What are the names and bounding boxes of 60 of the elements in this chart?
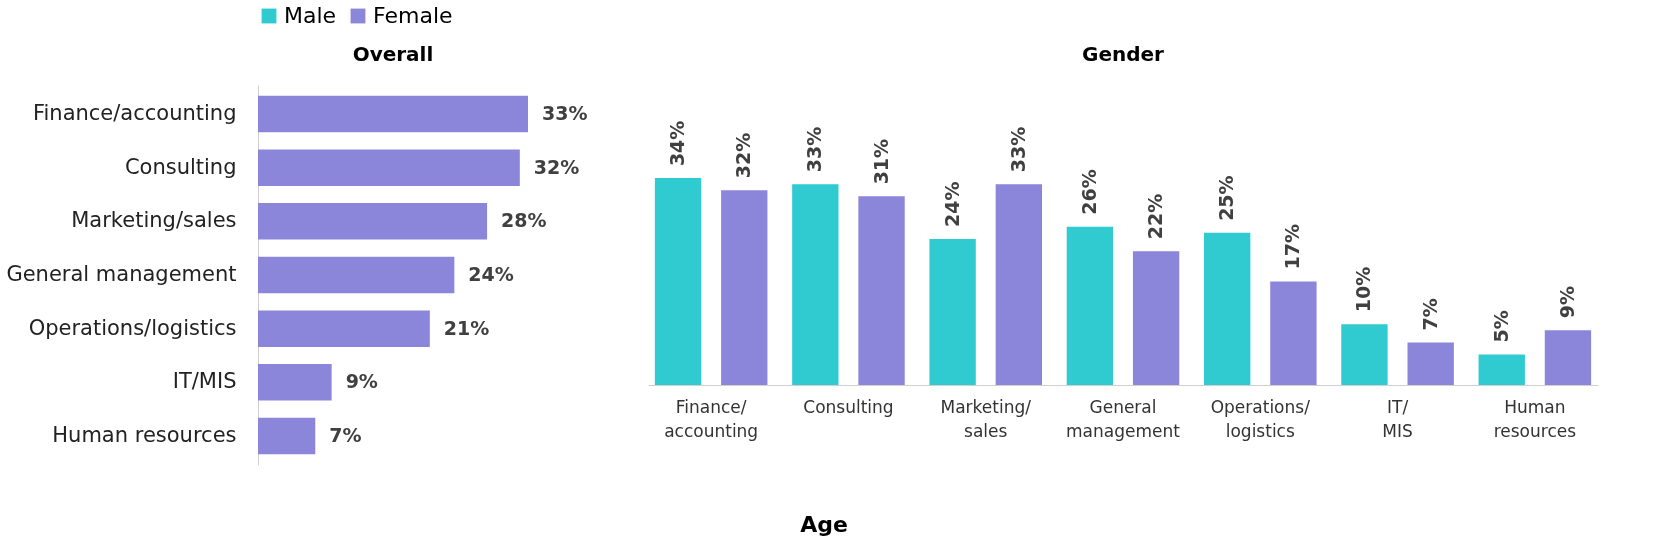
bar: [1270, 281, 1317, 385]
bar: [929, 238, 976, 385]
y-tick-label: General management: [6, 262, 237, 286]
data-label: 5%: [1489, 310, 1512, 343]
bar: [258, 95, 528, 133]
bar: [258, 364, 332, 401]
x-tick-label: Operations/logistics: [1210, 396, 1311, 441]
data-label: 33%: [803, 126, 826, 173]
y-tick-label: IT/MIS: [172, 369, 237, 394]
bar: [1544, 330, 1592, 385]
bar: [721, 190, 768, 385]
x-tick-label: Human resources: [1493, 396, 1577, 441]
chart-title: Overall: [352, 42, 434, 66]
x-tick-label: Finance/accounting: [664, 396, 759, 441]
data-label: 33%: [1006, 126, 1029, 173]
legend-label: Male: [284, 3, 337, 28]
bar: [1066, 226, 1114, 385]
data-label: 26%: [1077, 169, 1100, 215]
bar: [654, 178, 702, 385]
bar: [258, 149, 520, 186]
x-tick-label: Consulting: [803, 396, 894, 417]
data-label: 24%: [940, 181, 963, 227]
data-label: 22%: [1144, 193, 1167, 240]
bar: [1407, 342, 1454, 385]
data-label: 7%: [329, 424, 362, 447]
x-tick-label: General management: [1066, 396, 1181, 441]
legend-label: Female: [373, 3, 453, 28]
data-label: 33%: [542, 101, 588, 124]
bar: [1132, 251, 1180, 385]
data-label: 7%: [1418, 298, 1441, 331]
y-tick-label: Operations/logistics: [28, 315, 237, 340]
bar: [1204, 232, 1251, 385]
chart-title: Gender: [1082, 42, 1165, 66]
x-tick-label: IT/MIS: [1382, 396, 1413, 441]
y-tick-label: Consulting: [124, 154, 237, 179]
y-tick-label: Marketing/sales: [71, 208, 237, 233]
bar: [858, 196, 905, 385]
data-label: 25%: [1215, 175, 1238, 221]
bar: [258, 310, 430, 347]
data-label: 24%: [468, 263, 514, 285]
data-label: 32%: [732, 132, 755, 179]
data-label: 21%: [443, 316, 490, 339]
data-label: 31%: [869, 138, 892, 185]
data-label: 34%: [666, 120, 689, 167]
data-label: 28%: [501, 209, 547, 232]
text: Age: [800, 512, 848, 537]
data-label: 17%: [1281, 224, 1304, 270]
bar: [258, 417, 316, 455]
x-tick-label: Marketing/sales: [940, 396, 1032, 441]
bar: [792, 184, 839, 385]
data-label: 10%: [1352, 266, 1375, 313]
bar: [1478, 354, 1525, 385]
data-label: 9%: [345, 370, 378, 393]
bar: [995, 184, 1042, 385]
bar: [258, 256, 455, 294]
data-label: 9%: [1555, 285, 1578, 319]
y-tick-label: Finance/accounting: [32, 100, 237, 125]
bar: [1341, 324, 1388, 385]
data-label: 32%: [533, 155, 580, 178]
bar: [258, 203, 488, 240]
